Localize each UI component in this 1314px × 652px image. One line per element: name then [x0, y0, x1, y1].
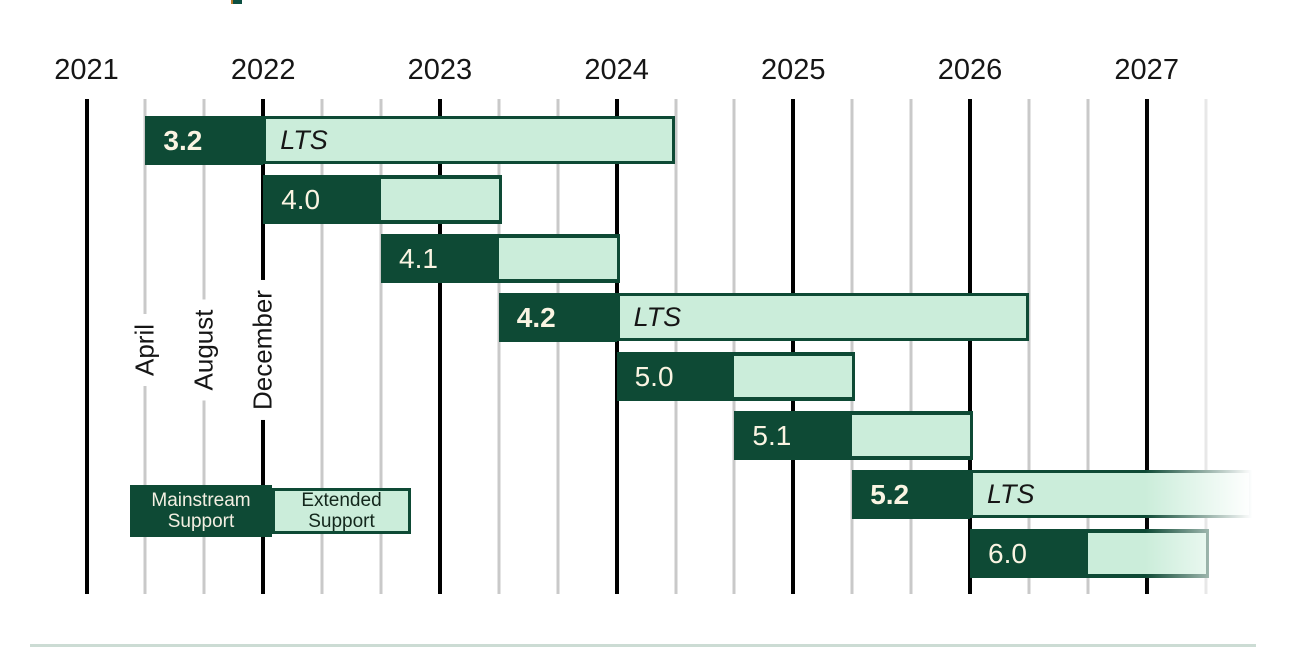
- extended-bar-4-0: [380, 179, 499, 220]
- support-bar-4-0: 4.0: [263, 175, 502, 224]
- legend-extended-label-line1: Extended: [301, 490, 382, 511]
- year-axis-label-2025: 2025: [761, 54, 826, 86]
- month-gridline: [1027, 99, 1031, 594]
- extended-bar-4-1: [498, 238, 617, 279]
- month-tick-label-december: December: [244, 280, 282, 420]
- month-gridline: [1086, 99, 1090, 594]
- month-tick-label-april: April: [126, 313, 164, 387]
- support-bar-5-0: 5.0: [616, 352, 856, 401]
- year-gridline-2024: [614, 99, 619, 594]
- lts-tag-4-2: LTS: [633, 302, 682, 332]
- year-gridline-2021: [84, 99, 89, 594]
- legend-mainstream-label-line2: Support: [167, 511, 235, 532]
- month-gridline: [909, 99, 913, 594]
- month-gridline: [379, 99, 383, 594]
- year-gridline-2023: [437, 99, 442, 594]
- year-gridline-2025: [791, 99, 796, 594]
- right-fade-overlay: [1145, 95, 1258, 600]
- month-gridline: [497, 99, 501, 594]
- version-label-5-1: 5.1: [752, 420, 792, 451]
- extended-bar-3-2: LTS: [263, 116, 676, 164]
- month-tick-label-august: August: [185, 299, 223, 401]
- month-gridline: [850, 99, 854, 594]
- year-axis-label-2021: 2021: [54, 54, 119, 86]
- lts-tag-5-2: LTS: [987, 479, 1035, 509]
- legend-mainstream-label-line1: Mainstream: [151, 490, 251, 511]
- cropped-glyph-fragment: [231, 0, 242, 4]
- year-axis-label-2024: 2024: [584, 54, 649, 86]
- month-gridline: [556, 99, 560, 594]
- lts-tag-3-2: LTS: [280, 125, 328, 155]
- year-axis-label-2023: 2023: [407, 54, 473, 86]
- version-label-5-2: 5.2: [870, 479, 910, 510]
- bottom-divider: [30, 644, 1256, 647]
- month-gridline: [320, 99, 324, 594]
- legend-extended-swatch: Extended Support: [272, 488, 411, 534]
- year-gridline-2026: [968, 99, 972, 594]
- support-bar-5-1: 5.1: [734, 411, 973, 460]
- extended-bar-5-0: [734, 356, 853, 397]
- version-label-4-2: 4.2: [516, 302, 556, 333]
- version-label-3-2: 3.2: [163, 125, 203, 156]
- extended-bar-4-2: LTS: [616, 293, 1029, 341]
- year-axis-label-2026: 2026: [937, 54, 1003, 86]
- year-axis-label-2022: 2022: [230, 54, 296, 86]
- mainstream-bar-4-2: 4.2: [498, 293, 617, 342]
- version-label-6-0: 6.0: [988, 538, 1027, 569]
- month-gridline: [674, 99, 677, 594]
- version-label-5-0: 5.0: [634, 361, 674, 392]
- version-label-4-0: 4.0: [281, 184, 321, 215]
- right-white-cap: [1258, 95, 1314, 600]
- legend-extended-label-line2: Support: [308, 511, 375, 532]
- support-bar-4-1: 4.1: [381, 234, 620, 283]
- legend-mainstream-swatch: Mainstream Support: [130, 485, 272, 537]
- mainstream-bar-3-2: 3.2: [145, 116, 264, 165]
- month-gridline: [732, 99, 736, 594]
- year-axis-label-2027: 2027: [1114, 54, 1179, 86]
- version-label-4-1: 4.1: [399, 243, 438, 274]
- mainstream-bar-5-2: 5.2: [852, 470, 970, 519]
- extended-bar-5-1: [852, 415, 970, 456]
